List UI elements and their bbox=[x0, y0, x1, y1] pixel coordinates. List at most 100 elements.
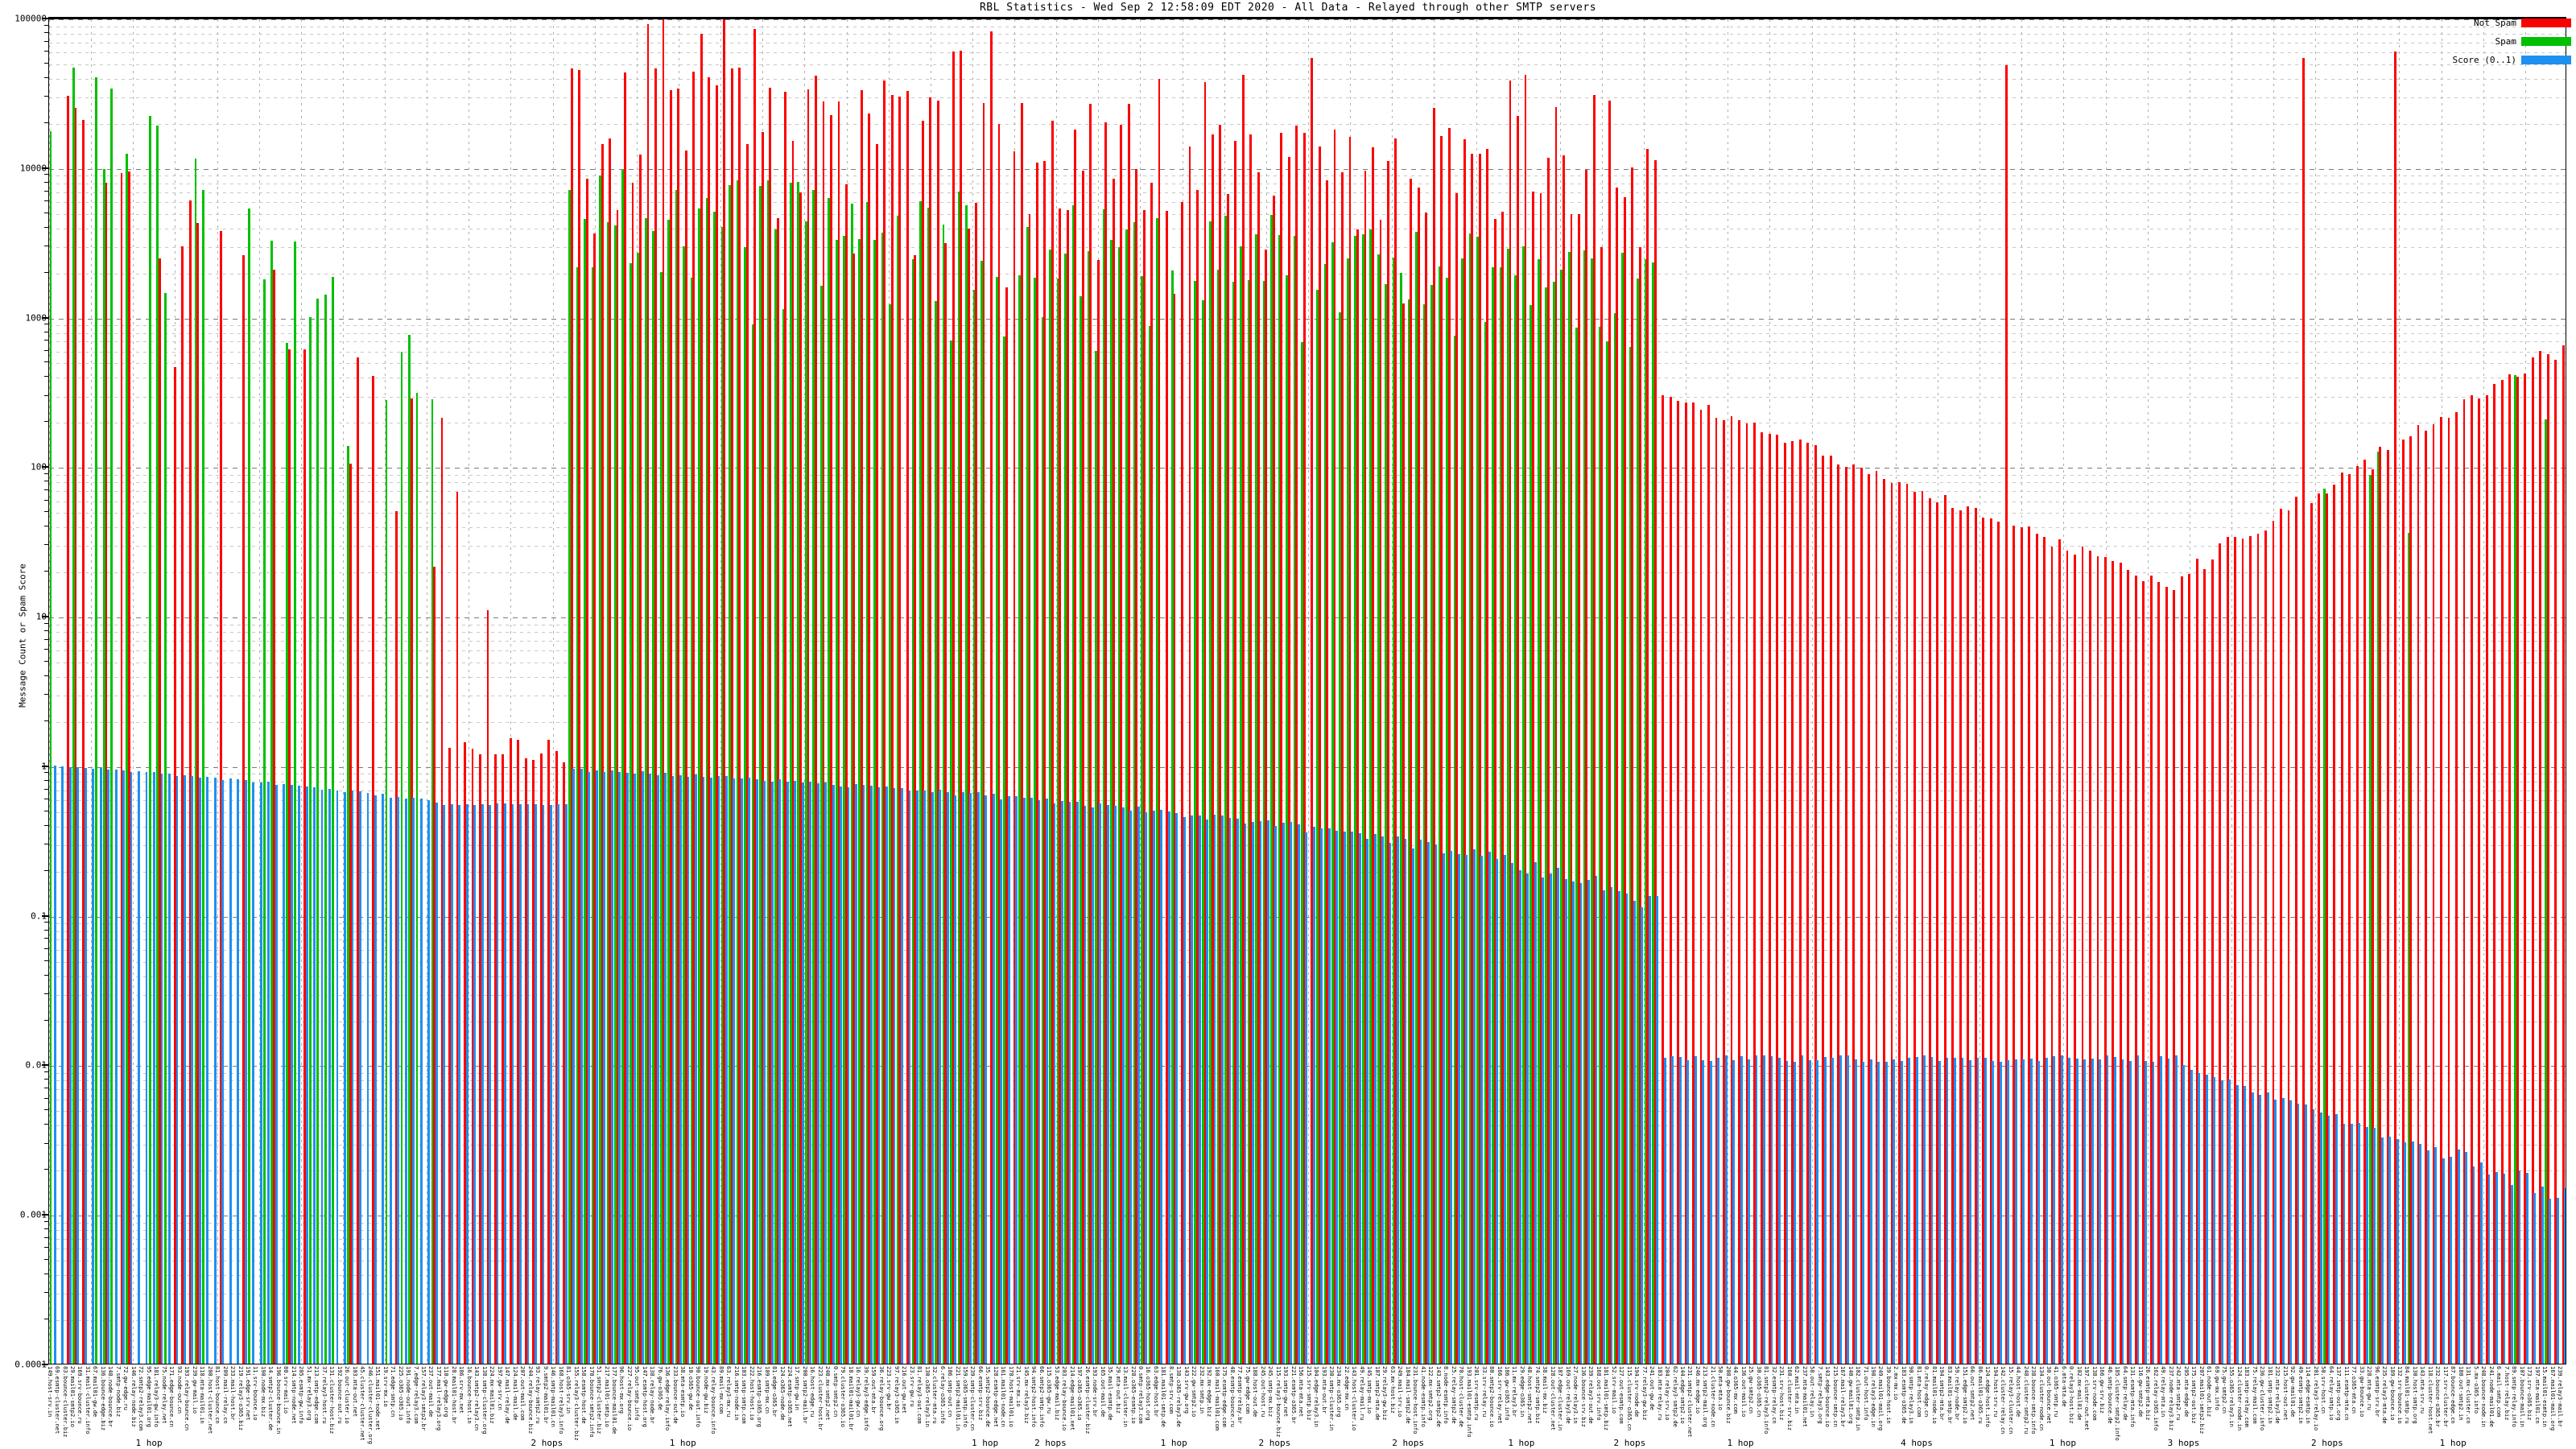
bar-score bbox=[61, 766, 64, 1364]
bar-not-spam bbox=[1142, 210, 1146, 1364]
x-axis-tick-label: 106.smtp-out.cn bbox=[947, 1366, 954, 1418]
bar-score bbox=[1869, 1059, 1872, 1364]
y-axis-tick-mark-minor bbox=[44, 24, 48, 26]
legend-swatch-score bbox=[2521, 56, 2571, 64]
bar-score bbox=[1457, 854, 1460, 1364]
bar-not-spam bbox=[1005, 287, 1008, 1364]
bar-not-spam bbox=[890, 94, 894, 1364]
bar-score bbox=[1137, 806, 1140, 1364]
x-axis-tick-label: 81.host-bounce.cn bbox=[214, 1366, 221, 1424]
bar-score bbox=[671, 775, 675, 1364]
y-axis-tick-mark-minor bbox=[44, 661, 48, 663]
bar-score bbox=[1381, 836, 1384, 1364]
y-axis-tick-mark-minor bbox=[44, 1228, 48, 1230]
bar-score bbox=[1823, 1057, 1827, 1364]
bar-spam bbox=[584, 219, 586, 1364]
bar-not-spam bbox=[1943, 494, 1946, 1364]
y-axis-tick-mark-minor bbox=[44, 1259, 48, 1261]
bar-spam bbox=[1003, 336, 1006, 1364]
bar-not-spam bbox=[997, 123, 1001, 1364]
x-axis-tick-label: 167.mail01-mail.org bbox=[2549, 1366, 2556, 1431]
bar-spam bbox=[2545, 419, 2547, 1364]
x-axis-tick-label: 15.relay3-cluster.cn bbox=[2007, 1366, 2014, 1435]
bar-score bbox=[275, 785, 278, 1364]
x-axis-tick-label: 231.srv-host.biz bbox=[1778, 1366, 1785, 1421]
bar-not-spam bbox=[1860, 467, 1863, 1364]
bar-score bbox=[1579, 883, 1583, 1364]
bar-score bbox=[2503, 1174, 2506, 1364]
bar-score bbox=[1320, 828, 1323, 1364]
y-axis-tick-mark-minor bbox=[44, 394, 48, 396]
bar-not-spam bbox=[1898, 481, 1901, 1364]
bar-score bbox=[1770, 1056, 1773, 1364]
bar-not-spam bbox=[2318, 493, 2321, 1364]
bar-score bbox=[1511, 863, 1514, 1364]
bar-not-spam bbox=[1432, 108, 1435, 1364]
bar-not-spam bbox=[2546, 353, 2549, 1364]
y-axis-tick-mark-minor bbox=[44, 720, 48, 721]
bar-not-spam bbox=[524, 758, 527, 1364]
bar-not-spam bbox=[852, 253, 856, 1364]
bar-score bbox=[1518, 870, 1521, 1364]
y-axis-tick-mark bbox=[42, 167, 48, 169]
bar-score bbox=[283, 783, 286, 1364]
x-axis-tick-label: 39.relay3-edge.info bbox=[862, 1366, 869, 1431]
x-axis-tick-label: 166.gw-srv.biz bbox=[2099, 1366, 2106, 1414]
bar-score bbox=[2060, 1055, 2063, 1364]
x-axis-tick-label: 64.relay-smtp.io bbox=[2327, 1366, 2334, 1421]
bar-score bbox=[816, 783, 819, 1364]
x-axis-tick-label: 193.mail01-esmtp.info bbox=[1465, 1366, 1472, 1438]
bar-score bbox=[2198, 1073, 2201, 1364]
x-axis-tick-label: 127.out-esmtp.com bbox=[1618, 1366, 1625, 1424]
bar-not-spam bbox=[738, 68, 741, 1364]
bar-spam bbox=[790, 183, 792, 1364]
bar-not-spam bbox=[105, 182, 108, 1364]
x-axis-tick-label: 72.gw-edge.ru bbox=[122, 1366, 130, 1410]
x-axis-tick-label: 87.bounce-edge.cn bbox=[2450, 1366, 2457, 1424]
bar-not-spam bbox=[1684, 402, 1687, 1364]
bar-score bbox=[2533, 1193, 2537, 1364]
x-axis-tick-label: 118.mta-mail01.in bbox=[199, 1366, 206, 1424]
bar-score bbox=[2213, 1077, 2216, 1364]
bar-spam bbox=[1209, 221, 1212, 1364]
bar-score bbox=[1435, 844, 1438, 1364]
x-axis-tick-label: 239.gw-mail.io bbox=[191, 1366, 198, 1414]
bar-spam bbox=[1591, 258, 1594, 1364]
bar-spam bbox=[1293, 236, 1296, 1364]
bar-score bbox=[1572, 881, 1575, 1364]
bar-not-spam bbox=[1318, 146, 1321, 1364]
bar-spam bbox=[797, 181, 800, 1364]
bar-score bbox=[908, 791, 911, 1364]
bar-spam bbox=[1117, 247, 1121, 1364]
bar-score bbox=[717, 776, 720, 1364]
bar-score bbox=[976, 792, 980, 1364]
x-axis-tick-label: 161.mail01-node.cn bbox=[1000, 1366, 1007, 1427]
x-axis-tick-label: 237.mta-mail01.net bbox=[1801, 1366, 1808, 1427]
bar-score bbox=[504, 803, 506, 1364]
x-axis-tick-label: 93.relay-smtp2.ru bbox=[535, 1366, 542, 1424]
bar-not-spam bbox=[1394, 138, 1397, 1364]
bar-not-spam bbox=[2272, 520, 2275, 1364]
bar-not-spam bbox=[1547, 158, 1550, 1364]
bar-not-spam bbox=[74, 108, 77, 1364]
bar-not-spam bbox=[684, 151, 687, 1364]
x-axis-tick-label: 249.mail-srv.io bbox=[1397, 1366, 1404, 1418]
bar-score bbox=[625, 772, 629, 1364]
x-axis-tick-label: 144.edge-smtp2.io bbox=[1679, 1366, 1686, 1424]
y-axis-tick-mark-minor bbox=[44, 993, 48, 994]
x-axis-tick-label: 208.gw-bounce.biz bbox=[1724, 1366, 1732, 1424]
x-axis-tick-label: 245.out-host.ru bbox=[1259, 1366, 1266, 1418]
bar-not-spam bbox=[2478, 398, 2481, 1364]
x-axis-tick-label: 222.gw-smtp2.io bbox=[1191, 1366, 1198, 1418]
bar-score bbox=[1335, 830, 1339, 1364]
y-axis-tick-mark-minor bbox=[44, 869, 48, 871]
y-axis-tick-mark-minor bbox=[44, 947, 48, 949]
bar-score bbox=[893, 788, 896, 1364]
y-axis-tick-mark-minor bbox=[44, 76, 48, 78]
bar-score bbox=[588, 771, 591, 1364]
bar-not-spam bbox=[2013, 526, 2016, 1364]
bar-not-spam bbox=[2485, 394, 2488, 1364]
bar-not-spam bbox=[1341, 172, 1344, 1364]
x-axis-hop-group-label: 2 hops bbox=[1034, 1438, 1067, 1448]
x-axis-tick-label: 32.esmtp-relay.cn bbox=[1770, 1366, 1777, 1424]
